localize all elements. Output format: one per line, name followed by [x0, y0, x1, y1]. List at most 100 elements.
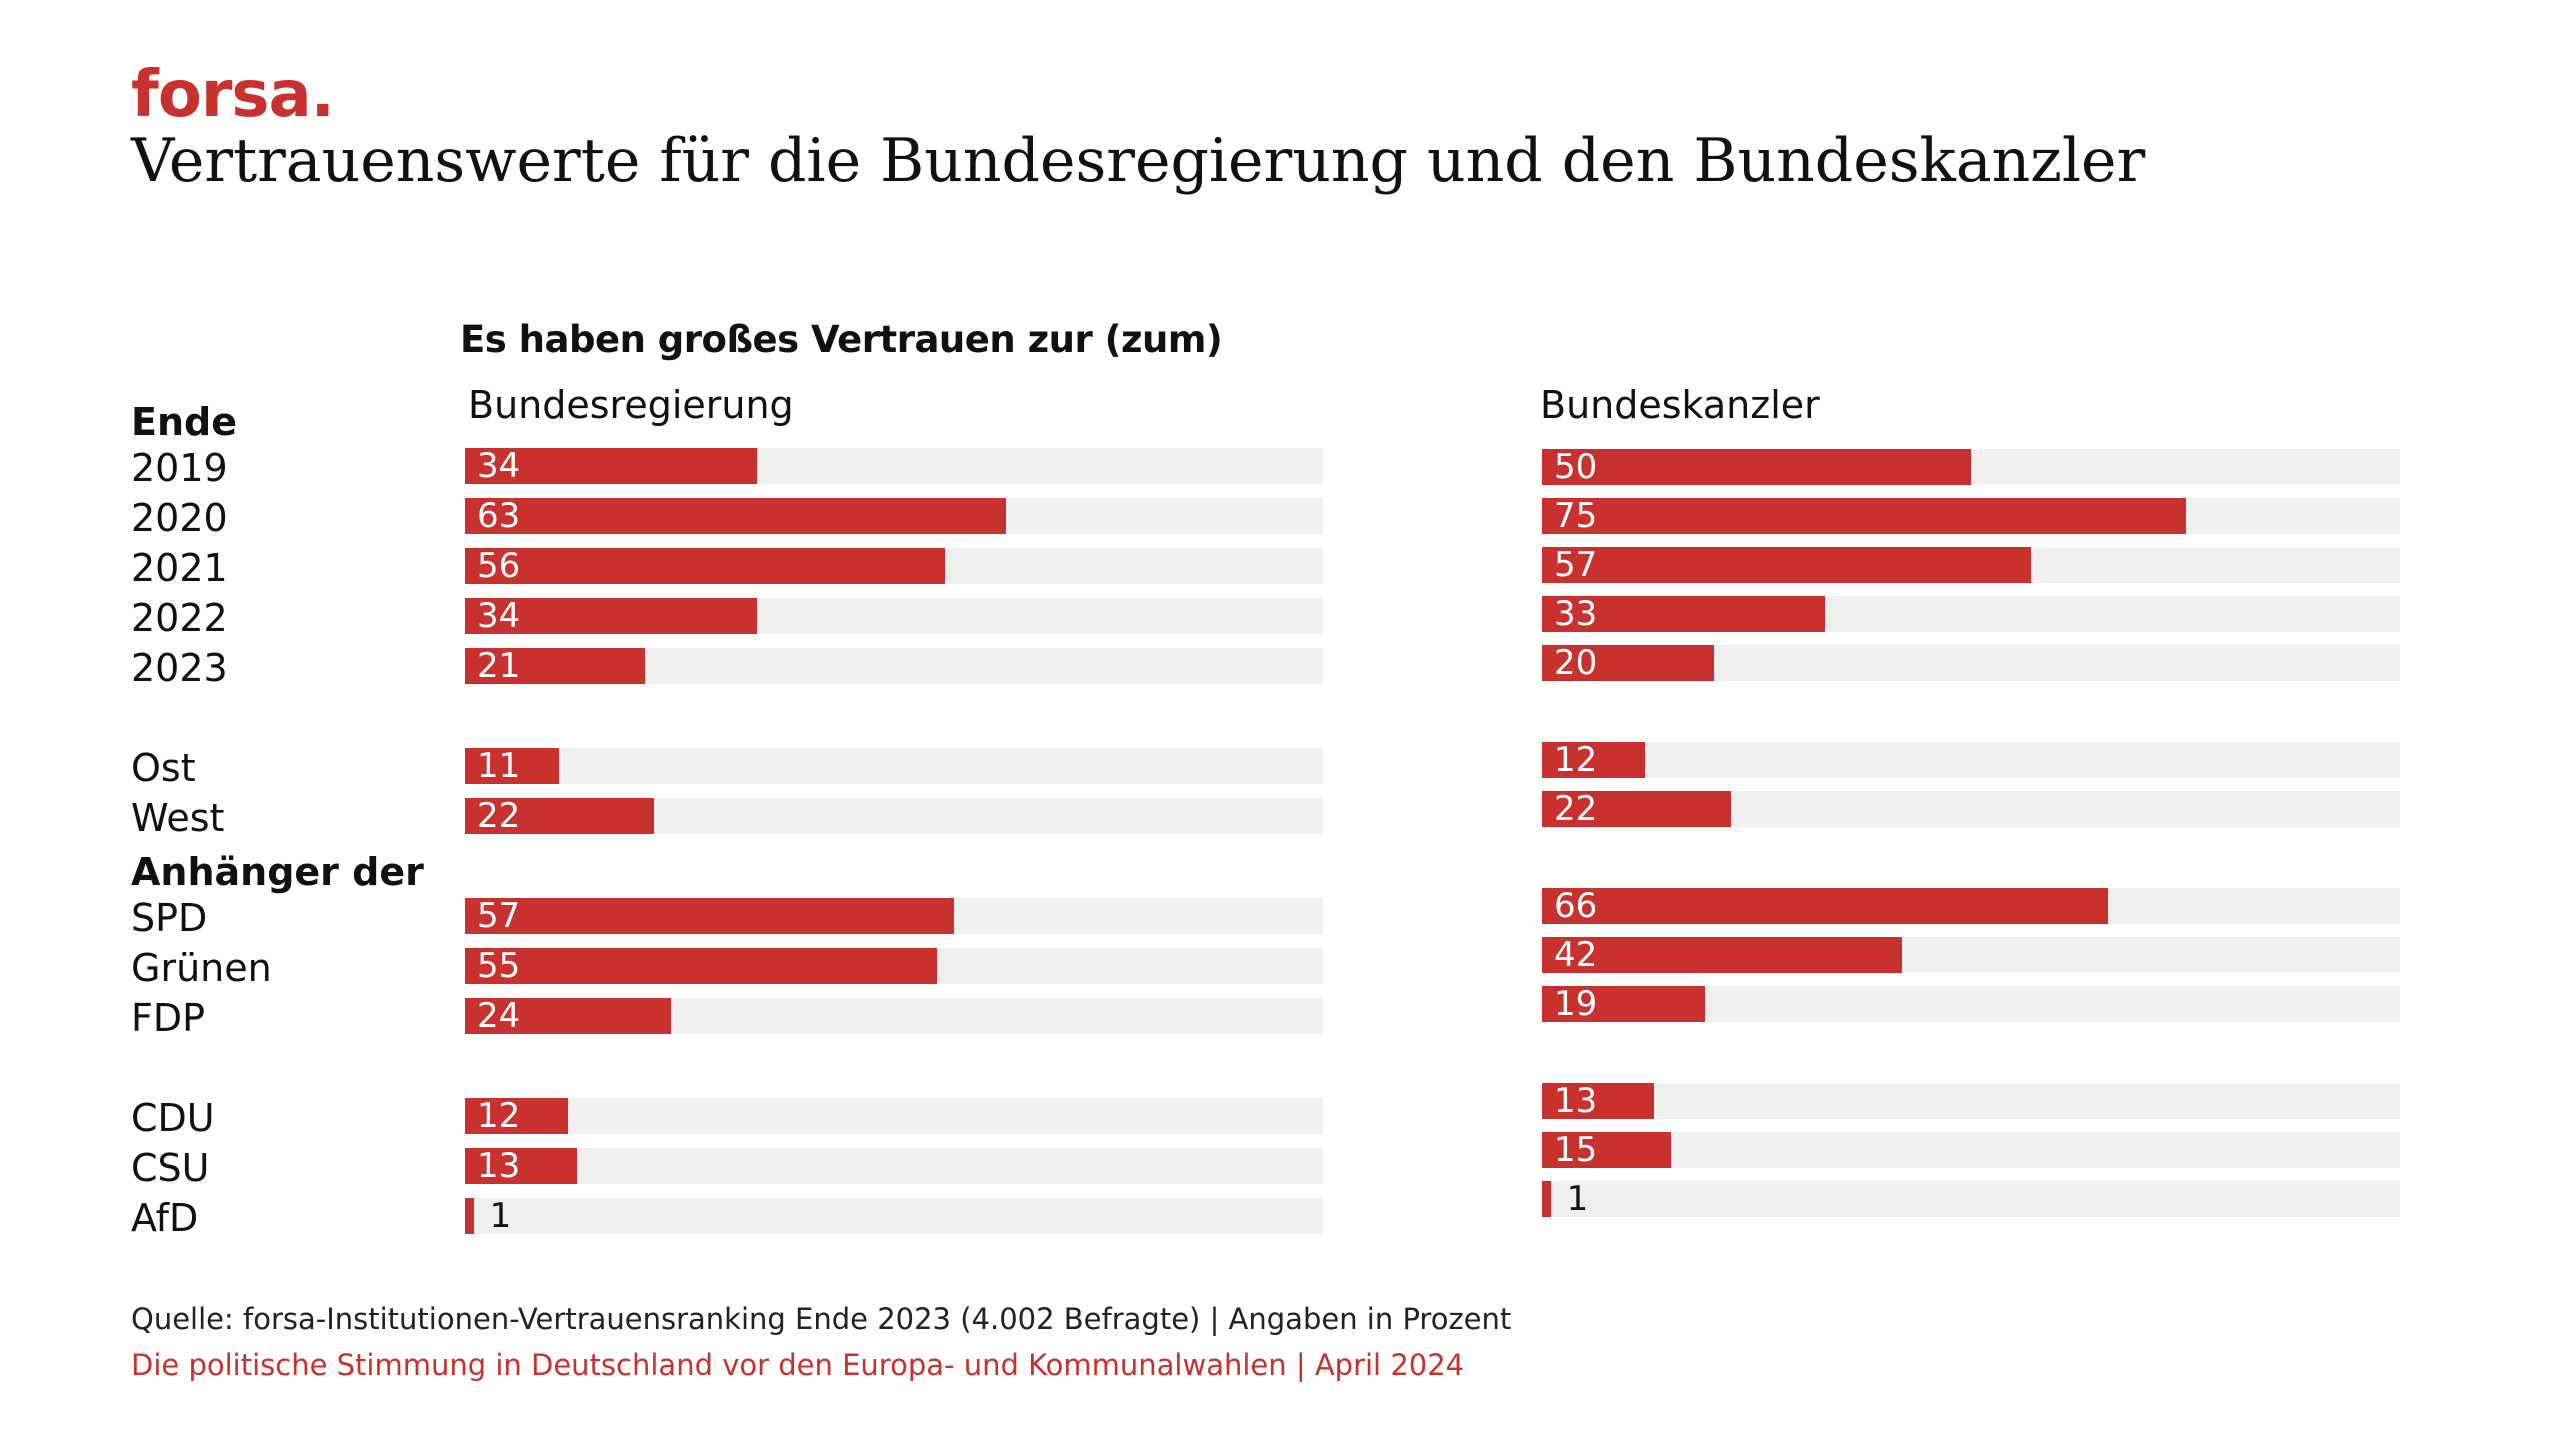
- bar: [1542, 645, 1714, 681]
- bar-track: 75: [1542, 496, 2400, 536]
- bar: [465, 998, 671, 1034]
- bar-value-label: 24: [477, 996, 521, 1036]
- category-label: 2022: [131, 596, 228, 640]
- bar-value-label: 66: [1554, 886, 1598, 926]
- bar-value-label: 75: [1554, 496, 1598, 536]
- chart-title: Vertrauenswerte für die Bundesregierung …: [131, 126, 2146, 196]
- bar-track: 57: [465, 896, 1323, 936]
- bar-track: 12: [465, 1096, 1323, 1136]
- category-label: AfD: [131, 1196, 199, 1240]
- bar-value-label: 34: [477, 446, 521, 486]
- bar-value-label: 57: [1554, 545, 1598, 585]
- bar: [1542, 937, 1903, 973]
- bar-value-label: 13: [477, 1146, 521, 1186]
- bar-track: 24: [465, 996, 1323, 1036]
- bar-value-label: 57: [477, 896, 521, 936]
- bar: [465, 948, 937, 984]
- category-label: 2019: [131, 446, 228, 490]
- bar: [465, 448, 757, 484]
- bar-value-label: 13: [1554, 1081, 1598, 1121]
- source-note: Quelle: forsa-Institutionen-Vertrauensra…: [131, 1302, 1512, 1336]
- bar-track: 11: [465, 746, 1323, 786]
- bar-track: 13: [465, 1146, 1323, 1186]
- bar-value-label: 20: [1554, 643, 1598, 683]
- bar-track: 15: [1542, 1130, 2400, 1170]
- bar-value-label: 11: [477, 746, 521, 786]
- bar-track: 55: [465, 946, 1323, 986]
- bar: [1542, 986, 1706, 1022]
- bar: [465, 498, 1006, 534]
- bar-track: 63: [465, 496, 1323, 536]
- bar: [465, 1198, 474, 1234]
- bar-value-label: 22: [1554, 789, 1598, 829]
- bar-track: 22: [1542, 789, 2400, 829]
- bar-value-label: 33: [1554, 594, 1598, 634]
- bar: [1542, 596, 1826, 632]
- bar: [465, 1098, 568, 1134]
- bar-value-label: 12: [477, 1096, 521, 1136]
- bar: [465, 1148, 577, 1184]
- category-label: 2023: [131, 646, 228, 690]
- bar-value-label: 50: [1554, 447, 1598, 487]
- bar-value-label: 56: [477, 546, 521, 586]
- bar-track: 22: [465, 796, 1323, 836]
- category-label: West: [131, 796, 225, 840]
- bar: [465, 748, 560, 784]
- bar-track: 56: [465, 546, 1323, 586]
- bar-value-label: 55: [477, 946, 521, 986]
- bar-value-label: 15: [1554, 1130, 1598, 1170]
- category-label: SPD: [131, 896, 208, 940]
- bar: [1542, 888, 2109, 924]
- bar-track: 21: [465, 646, 1323, 686]
- bar-track: 34: [465, 596, 1323, 636]
- category-label: CDU: [131, 1096, 215, 1140]
- bar: [1542, 791, 1731, 827]
- bar: [1542, 1083, 1654, 1119]
- bar-value-label: 1: [489, 1196, 512, 1236]
- bar-track: 1: [465, 1196, 1323, 1236]
- bar-track: 20: [1542, 643, 2400, 683]
- bar-track: 42: [1542, 935, 2400, 975]
- category-label: 2021: [131, 546, 228, 590]
- bar: [465, 648, 646, 684]
- category-label: Ost: [131, 746, 196, 790]
- bar-value-label: 1: [1566, 1179, 1589, 1219]
- bar: [1542, 449, 1971, 485]
- bar: [1542, 742, 1645, 778]
- bar: [465, 548, 946, 584]
- bar-track: 12: [1542, 740, 2400, 780]
- bar-value-label: 34: [477, 596, 521, 636]
- forsa-logo: forsa.: [131, 58, 335, 132]
- panel-title-bundeskanzler: Bundeskanzler: [1540, 383, 1820, 427]
- bar-track: 57: [1542, 545, 2400, 585]
- category-label: 2020: [131, 496, 228, 540]
- bar: [465, 898, 955, 934]
- bar-track: 13: [1542, 1081, 2400, 1121]
- footer-note: Die politische Stimmung in Deutschland v…: [131, 1348, 1465, 1382]
- bar-value-label: 42: [1554, 935, 1598, 975]
- group-label: Anhänger der: [131, 850, 424, 894]
- bar: [465, 798, 654, 834]
- category-label: FDP: [131, 996, 206, 1040]
- bar-track: 1: [1542, 1179, 2400, 1219]
- category-label: Grünen: [131, 946, 272, 990]
- bar: [1542, 498, 2186, 534]
- bar-value-label: 12: [1554, 740, 1598, 780]
- bar-value-label: 22: [477, 796, 521, 836]
- bar-value-label: 21: [477, 646, 521, 686]
- bar: [465, 598, 757, 634]
- bar-track: 33: [1542, 594, 2400, 634]
- category-label: CSU: [131, 1146, 210, 1190]
- bar: [1542, 547, 2032, 583]
- panel-title-bundesregierung: Bundesregierung: [468, 383, 794, 427]
- bar-track: 66: [1542, 886, 2400, 926]
- bar: [1542, 1181, 1551, 1217]
- bar-track: 50: [1542, 447, 2400, 487]
- bar-track: 34: [465, 446, 1323, 486]
- bar-value-label: 63: [477, 496, 521, 536]
- chart-subtitle: Es haben großes Vertrauen zur (zum): [460, 318, 1223, 361]
- group-label: Ende: [131, 400, 237, 444]
- bar-track: 19: [1542, 984, 2400, 1024]
- bar: [1542, 1132, 1671, 1168]
- bar-value-label: 19: [1554, 984, 1598, 1024]
